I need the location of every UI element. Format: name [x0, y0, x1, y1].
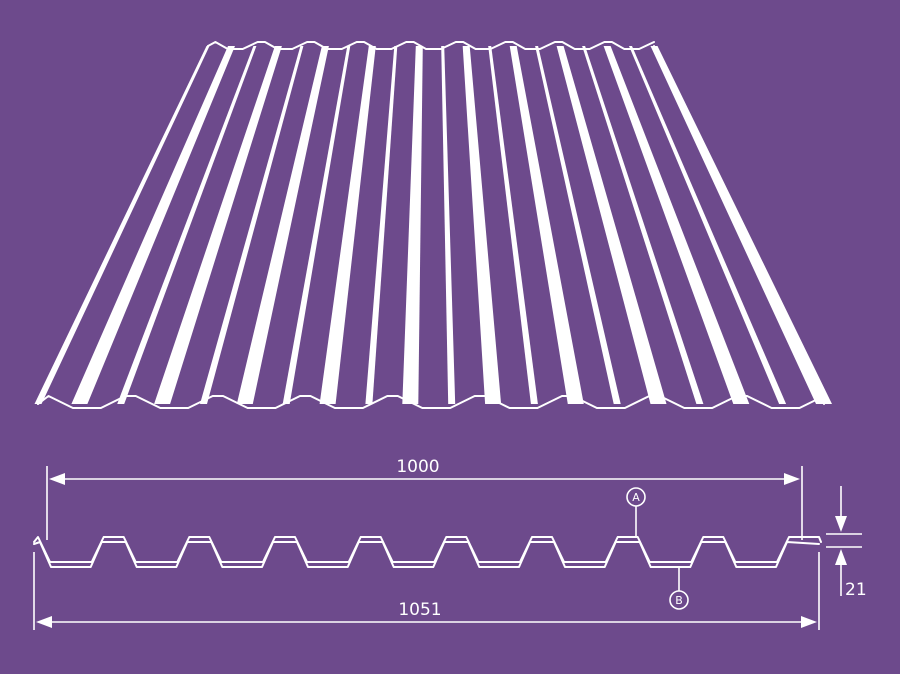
- sheet-rib-crest: [71, 46, 236, 404]
- effective-width-dimension: 1000: [46, 457, 803, 540]
- dim-1000-label: 1000: [396, 457, 439, 477]
- sheet-rib: [441, 46, 456, 404]
- dim-1051-label: 1051: [398, 600, 441, 620]
- sheet-rib-crest: [556, 46, 667, 404]
- sheet-rib: [154, 46, 282, 404]
- sheet-rib-crest: [462, 46, 502, 404]
- sheet-rib: [629, 46, 787, 404]
- sheet-ribs: [34, 41, 832, 409]
- sheet-rib: [556, 46, 667, 404]
- marker-a: A: [626, 487, 646, 536]
- dim-21-arrow-up: [835, 549, 847, 565]
- sheet-rib: [535, 46, 621, 404]
- total-width-dimension: 1051: [33, 552, 820, 630]
- marker-a-circle: [626, 487, 646, 507]
- sheet-rib: [34, 46, 210, 404]
- dim-21-arrow-down: [835, 516, 847, 532]
- cross-section-profile: [33, 536, 822, 568]
- profile-bottom-line: [33, 541, 820, 568]
- sheet-rib: [488, 46, 538, 404]
- sheet-rib-crest: [402, 46, 423, 404]
- sheet-rib: [603, 46, 750, 404]
- sheet-rib-valley: [34, 46, 210, 404]
- sheet-rib: [402, 46, 423, 404]
- marker-b: B: [669, 567, 689, 610]
- sheet-rib-valley: [282, 46, 351, 404]
- sheet-rib-valley: [441, 46, 456, 404]
- sheet-rib: [509, 46, 584, 404]
- sheet-rib-valley: [582, 46, 704, 404]
- dim-1051-arrow-left: [36, 616, 52, 628]
- dim-1000-arrow-right: [784, 473, 800, 485]
- profile-top-line: [33, 536, 822, 563]
- perspective-sheet-illustration: [34, 41, 832, 409]
- sheet-rib: [365, 46, 398, 404]
- sheet-rib-valley: [488, 46, 538, 404]
- sheet-rib-crest: [603, 46, 750, 404]
- sheet-rib: [462, 46, 502, 404]
- sheet-rib-valley: [629, 46, 787, 404]
- sheet-rib: [650, 46, 832, 404]
- sheet-rib: [582, 46, 704, 404]
- sheet-rib: [71, 46, 236, 404]
- sheet-rib-valley: [365, 46, 398, 404]
- sheet-front-edge: [37, 395, 825, 409]
- sheet-rib-crest: [236, 46, 329, 404]
- sheet-rib-valley: [117, 46, 257, 404]
- dim-1051-arrow-right: [801, 616, 817, 628]
- sheet-rib: [236, 46, 329, 404]
- marker-a-label: A: [632, 491, 640, 504]
- sheet-back-edge: [207, 41, 655, 50]
- sheet-rib: [282, 46, 351, 404]
- marker-b-circle: [669, 590, 689, 610]
- sheet-rib-valley: [535, 46, 621, 404]
- sheet-rib: [319, 46, 376, 404]
- sheet-rib-crest: [650, 46, 832, 404]
- sheet-rib-valley: [200, 46, 304, 404]
- sheet-rib-crest: [509, 46, 584, 404]
- sheet-rib-crest: [319, 46, 376, 404]
- dim-1000-arrow-left: [49, 473, 65, 485]
- dim-21-label: 21: [845, 580, 867, 600]
- sheet-rib: [200, 46, 304, 404]
- sheet-rib: [117, 46, 257, 404]
- marker-b-label: B: [675, 594, 683, 607]
- rib-height-dimension: 21: [826, 486, 867, 600]
- sheet-rib-crest: [154, 46, 282, 404]
